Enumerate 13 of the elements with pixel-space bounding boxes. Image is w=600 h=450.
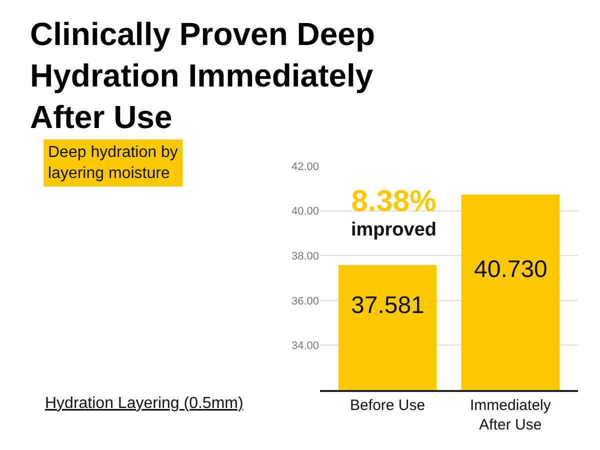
y-tick-label: 40.00 bbox=[291, 206, 319, 218]
data-label: 37.581 bbox=[351, 292, 424, 319]
x-tick-label: Before Use bbox=[350, 397, 426, 414]
y-tick-label: 36.00 bbox=[291, 295, 319, 308]
text: Deep hydration by layering moisture bbox=[48, 144, 178, 182]
y-tick-label: 34.00 bbox=[291, 340, 319, 352]
y-tick-label: 42.00 bbox=[291, 160, 319, 173]
data-label: 40.730 bbox=[474, 256, 548, 283]
chart-title: Clinically Proven Deep Hydration Immediately After Use bbox=[30, 16, 376, 136]
text: Hydration Layering (0.5mm) bbox=[45, 395, 244, 412]
y-tick-label: 38.00 bbox=[291, 250, 319, 262]
annotation: 8.38% improved bbox=[351, 185, 437, 241]
x-tick-label: Immediately After Use bbox=[470, 397, 552, 434]
